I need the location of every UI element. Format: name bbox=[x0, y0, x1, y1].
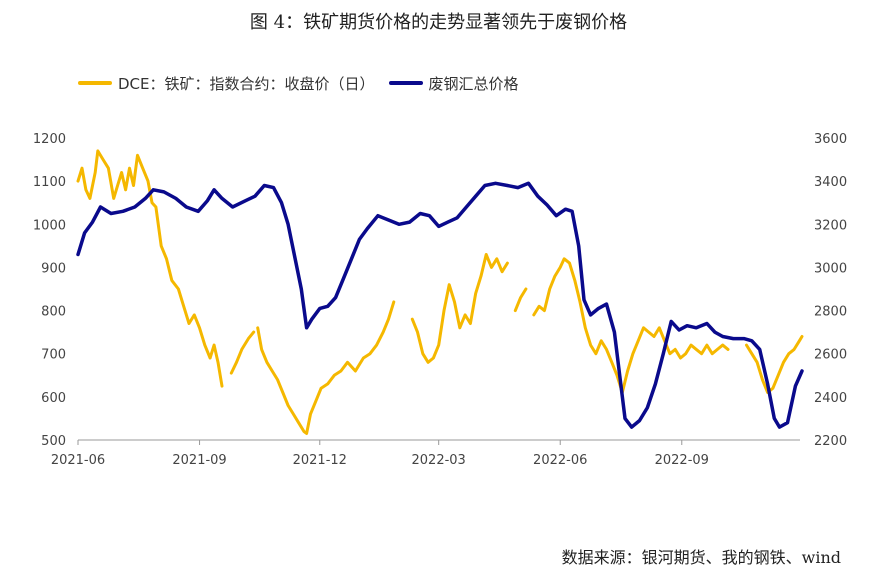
legend-label-scrap: 废钢汇总价格 bbox=[428, 74, 519, 93]
series-line-iron-ore bbox=[532, 257, 730, 394]
y-left-tick-label: 1200 bbox=[33, 132, 66, 147]
x-tick-label: 2021-06 bbox=[51, 453, 105, 468]
legend-swatch-iron bbox=[78, 81, 112, 85]
y-right-tick-label: 2200 bbox=[814, 434, 847, 449]
series-line-scrap-steel bbox=[76, 181, 804, 429]
y-left-tick-label: 800 bbox=[41, 305, 66, 320]
legend-swatch-scrap bbox=[388, 81, 423, 85]
series-line-iron-ore bbox=[76, 149, 224, 388]
x-tick-label: 2021-09 bbox=[172, 453, 226, 468]
x-tick-label: 2022-09 bbox=[655, 453, 709, 468]
x-tick-label: 2022-03 bbox=[412, 453, 466, 468]
legend-label-iron: DCE：铁矿：指数合约：收盘价（日） bbox=[118, 74, 375, 93]
y-left-tick-label: 1100 bbox=[33, 175, 66, 190]
series-line-iron-ore bbox=[745, 335, 804, 394]
y-right-tick-label: 2600 bbox=[814, 348, 847, 363]
y-left-tick-label: 700 bbox=[41, 348, 66, 363]
y-right-tick-label: 2800 bbox=[814, 305, 847, 320]
y-right-tick-label: 3600 bbox=[814, 132, 847, 147]
chart-legend: DCE：铁矿：指数合约：收盘价（日） 废钢汇总价格 bbox=[78, 72, 533, 94]
series-line-iron-ore bbox=[229, 330, 256, 375]
y-right-tick-label: 3000 bbox=[814, 261, 847, 276]
series-line-iron-ore bbox=[513, 287, 528, 313]
y-right-tick-label: 3400 bbox=[814, 175, 847, 190]
y-left-tick-label: 600 bbox=[41, 391, 66, 406]
y-right-tick-label: 2400 bbox=[814, 391, 847, 406]
series-line-iron-ore bbox=[256, 300, 396, 435]
legend-item-iron: DCE：铁矿：指数合约：收盘价（日） bbox=[78, 73, 375, 94]
x-tick-label: 2022-06 bbox=[533, 453, 587, 468]
y-left-tick-label: 900 bbox=[41, 261, 66, 276]
data-source-note: 数据来源：银河期货、我的钢铁、wind bbox=[561, 548, 841, 567]
chart-title: 图 4：铁矿期货价格的走势显著领先于废钢价格 bbox=[249, 12, 628, 33]
x-tick-label: 2021-12 bbox=[293, 453, 347, 468]
y-right-tick-label: 3200 bbox=[814, 218, 847, 233]
series-line-iron-ore bbox=[410, 253, 509, 364]
y-left-tick-label: 500 bbox=[41, 434, 66, 449]
legend-item-scrap: 废钢汇总价格 bbox=[388, 73, 519, 94]
y-left-tick-label: 1000 bbox=[33, 218, 66, 233]
